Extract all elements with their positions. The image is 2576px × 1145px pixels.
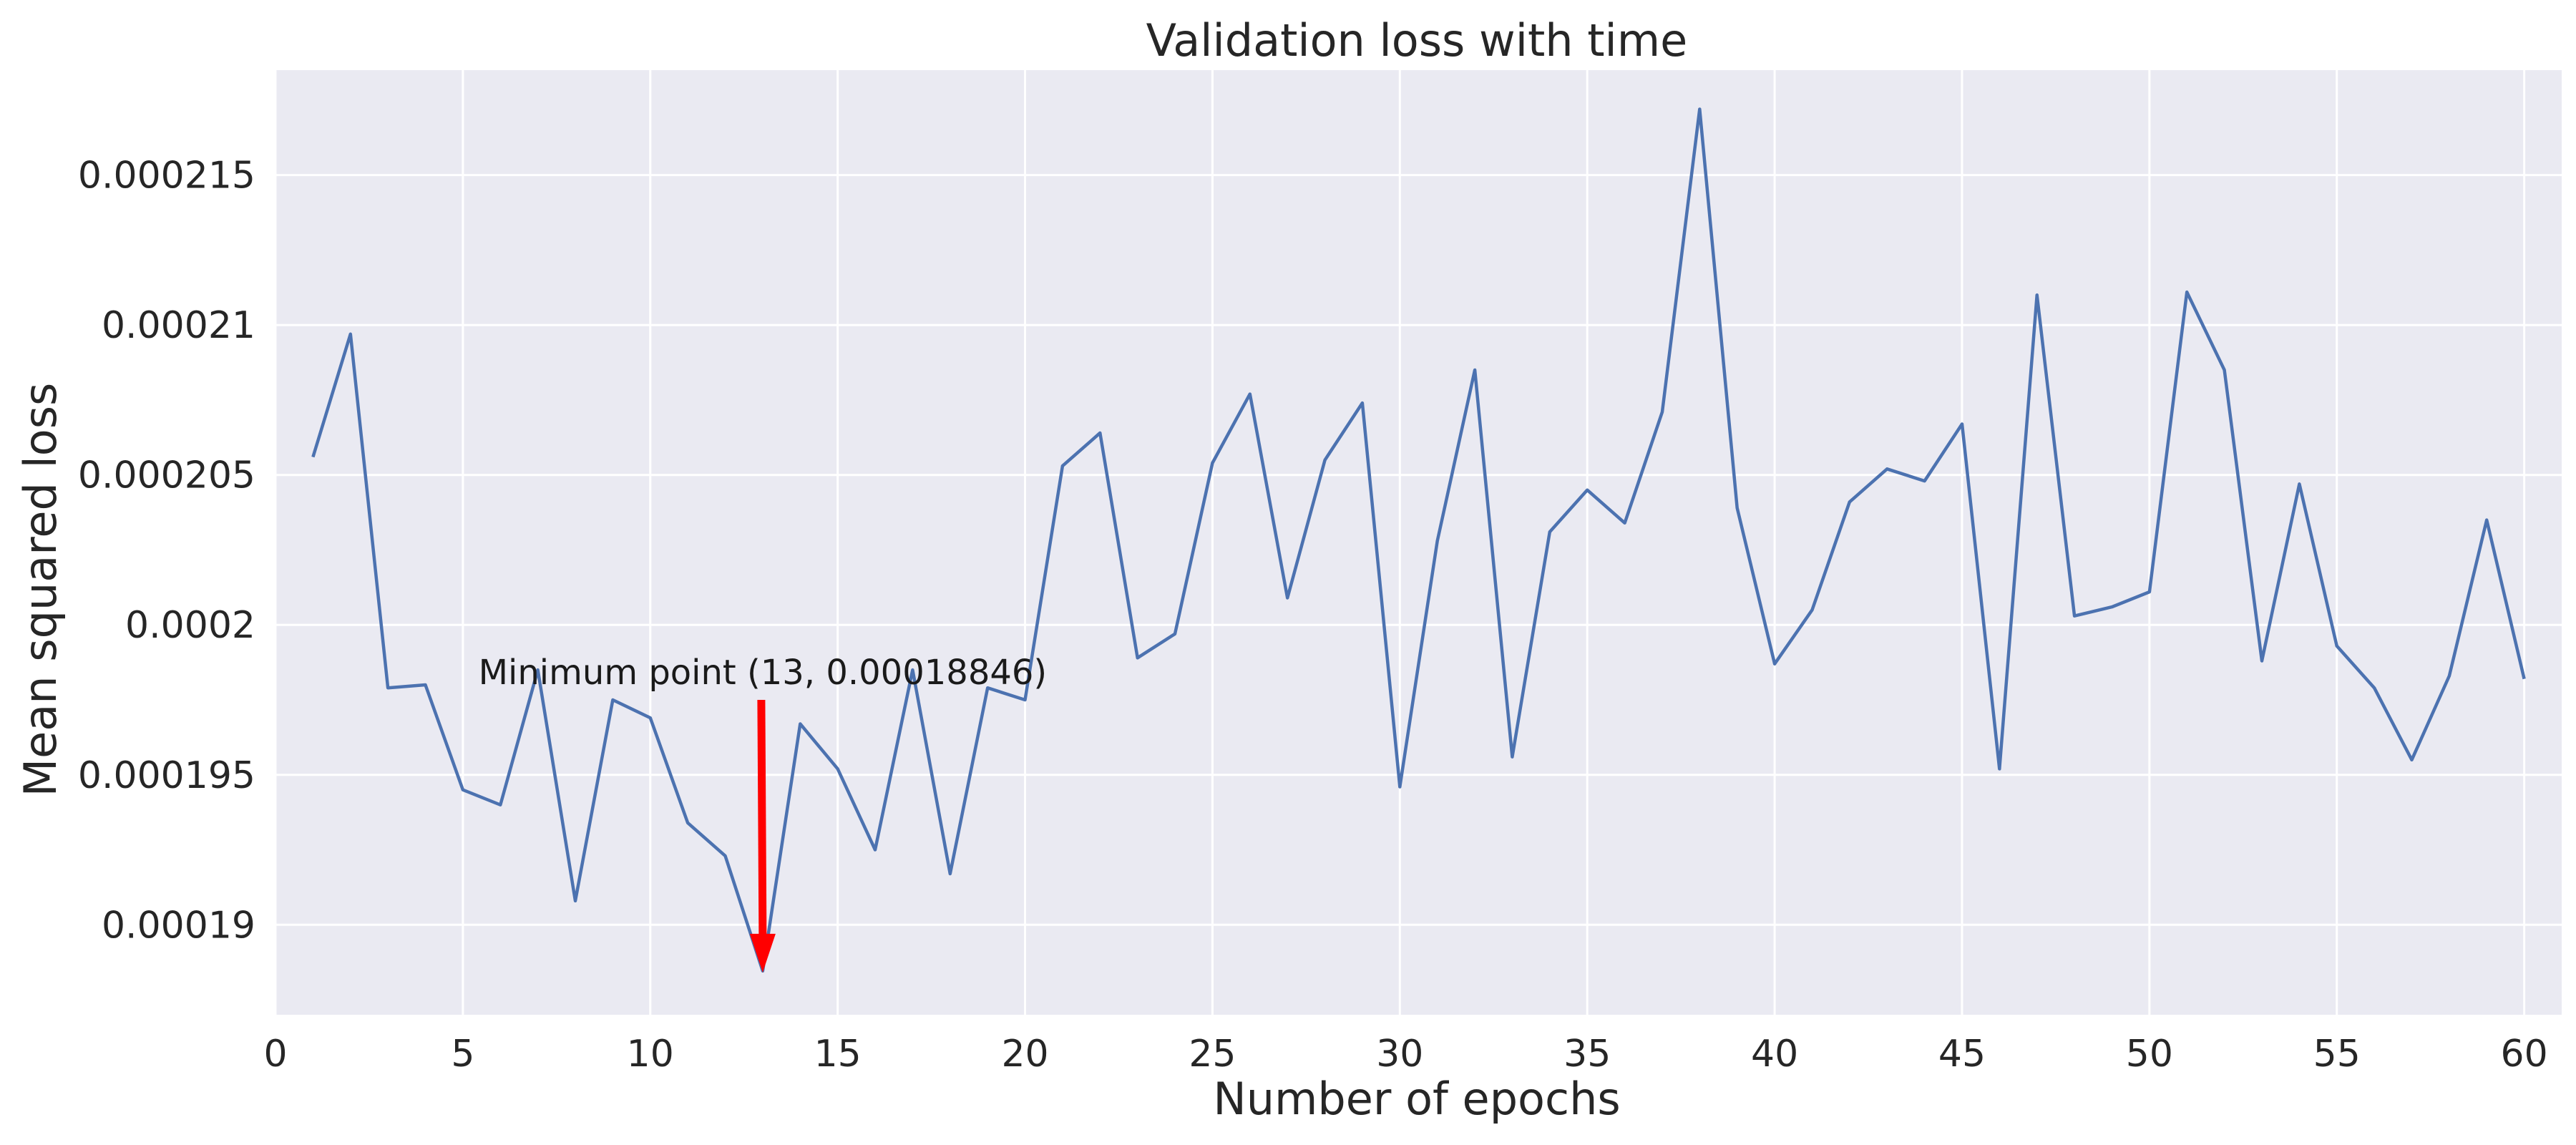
data-point	[1021, 696, 1030, 704]
data-point	[1358, 399, 1367, 407]
data-point	[1883, 464, 1891, 473]
data-point	[2182, 288, 2191, 296]
data-point	[2520, 675, 2529, 683]
data-point	[384, 683, 392, 692]
data-point	[683, 819, 692, 827]
data-point	[646, 713, 655, 722]
y-tick-label: 0.00021	[102, 304, 255, 347]
data-point	[834, 764, 842, 773]
data-point	[2333, 642, 2341, 651]
data-point	[1246, 390, 1254, 399]
data-point	[421, 681, 430, 689]
data-point	[1321, 456, 1330, 464]
plot-background	[275, 70, 2562, 1015]
x-tick-label: 30	[1376, 1033, 1423, 1076]
data-point	[308, 453, 317, 462]
data-point	[1208, 459, 1216, 467]
x-tick-label: 10	[627, 1033, 674, 1076]
data-point	[1733, 504, 1742, 512]
data-point	[608, 696, 617, 704]
data-point	[1433, 537, 1442, 545]
data-point	[459, 786, 467, 794]
data-point	[1470, 366, 1479, 374]
data-point	[1058, 462, 1067, 470]
data-point	[1096, 429, 1104, 437]
data-point	[1583, 486, 1591, 494]
data-point	[2295, 479, 2303, 488]
data-point	[571, 897, 580, 905]
data-point	[1508, 753, 1516, 761]
x-tick-label: 20	[1001, 1033, 1048, 1076]
data-point	[1283, 594, 1292, 603]
data-point	[1658, 408, 1667, 416]
y-tick-label: 0.000215	[78, 155, 255, 198]
annotation-arrow-shaft	[757, 699, 767, 940]
series-layer	[308, 104, 2529, 973]
data-point	[721, 852, 730, 860]
y-tick-label: 0.0002	[125, 604, 255, 647]
data-point	[2220, 366, 2229, 374]
data-point	[1958, 419, 1966, 428]
data-point	[871, 846, 879, 854]
data-point	[2107, 603, 2116, 611]
data-point	[2145, 588, 2154, 596]
data-point	[2407, 756, 2416, 764]
data-point	[1921, 477, 1929, 485]
x-tick-label: 0	[263, 1033, 287, 1076]
x-tick-label: 50	[2126, 1033, 2173, 1076]
data-point	[946, 869, 955, 878]
data-point	[1845, 497, 1854, 506]
data-point	[2258, 657, 2266, 666]
data-point	[2370, 683, 2379, 692]
data-point	[796, 720, 804, 729]
x-tick-label: 25	[1189, 1033, 1236, 1076]
x-tick-label: 5	[451, 1033, 474, 1076]
data-point	[2033, 291, 2041, 299]
data-point	[2445, 671, 2454, 680]
annotation-arrow-head	[749, 933, 776, 973]
grid-lines	[274, 70, 2562, 1015]
y-tick-labels: 0.00019 0.000195 0.0002 0.000205 0.00021 0.00…	[78, 155, 255, 947]
x-tick-labels: 0 5 10 15 20 25 30 35 40 45 50 55 60	[263, 1033, 2547, 1076]
x-tick-label: 40	[1751, 1033, 1798, 1076]
data-point	[1770, 660, 1779, 668]
data-point	[1171, 630, 1179, 638]
data-point	[1133, 653, 1142, 662]
y-tick-label: 0.000195	[78, 754, 255, 797]
data-point	[346, 330, 355, 338]
data-point	[1807, 605, 1816, 614]
y-tick-label: 0.000205	[78, 454, 255, 497]
data-point	[1395, 783, 1404, 791]
data-point	[1695, 104, 1704, 113]
x-tick-label: 55	[2313, 1033, 2361, 1076]
data-point	[2482, 516, 2491, 525]
data-point	[496, 801, 504, 809]
x-tick-label: 45	[1938, 1033, 1986, 1076]
series-line	[311, 107, 2526, 973]
y-tick-label: 0.00019	[102, 904, 255, 947]
data-point	[1546, 527, 1554, 536]
annotation-layer: Minimum point (13, 0.00018846)	[479, 653, 1048, 973]
chart-title: Validation loss with time	[1146, 14, 1688, 67]
data-point	[1995, 764, 2004, 773]
data-point	[2070, 612, 2079, 620]
x-tick-label: 35	[1563, 1033, 1611, 1076]
x-tick-label: 60	[2501, 1033, 2548, 1076]
annotation-text: Minimum point (13, 0.00018846)	[479, 653, 1048, 693]
data-point	[1621, 519, 1629, 527]
x-axis-label: Number of epochs	[1213, 1073, 1620, 1125]
x-tick-label: 15	[814, 1033, 862, 1076]
y-axis-label: Mean squared loss	[14, 383, 67, 797]
